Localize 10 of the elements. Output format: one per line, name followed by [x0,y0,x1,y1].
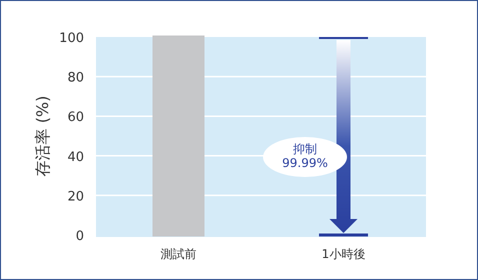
y-tick-label: 100 [59,31,84,46]
x-tick-label: 測試前 [160,247,196,261]
y-tick-label: 0 [76,229,84,244]
y-axis-title: 存活率 (%) [33,96,52,176]
annotation: 抑制 99.99% [282,142,328,170]
x-tick-label: 1小時後 [322,247,366,261]
y-tick-label: 80 [67,70,84,86]
y-tick-label: 20 [67,189,84,204]
y-tick-label: 40 [67,150,84,165]
y-tick-label: 60 [67,110,84,126]
